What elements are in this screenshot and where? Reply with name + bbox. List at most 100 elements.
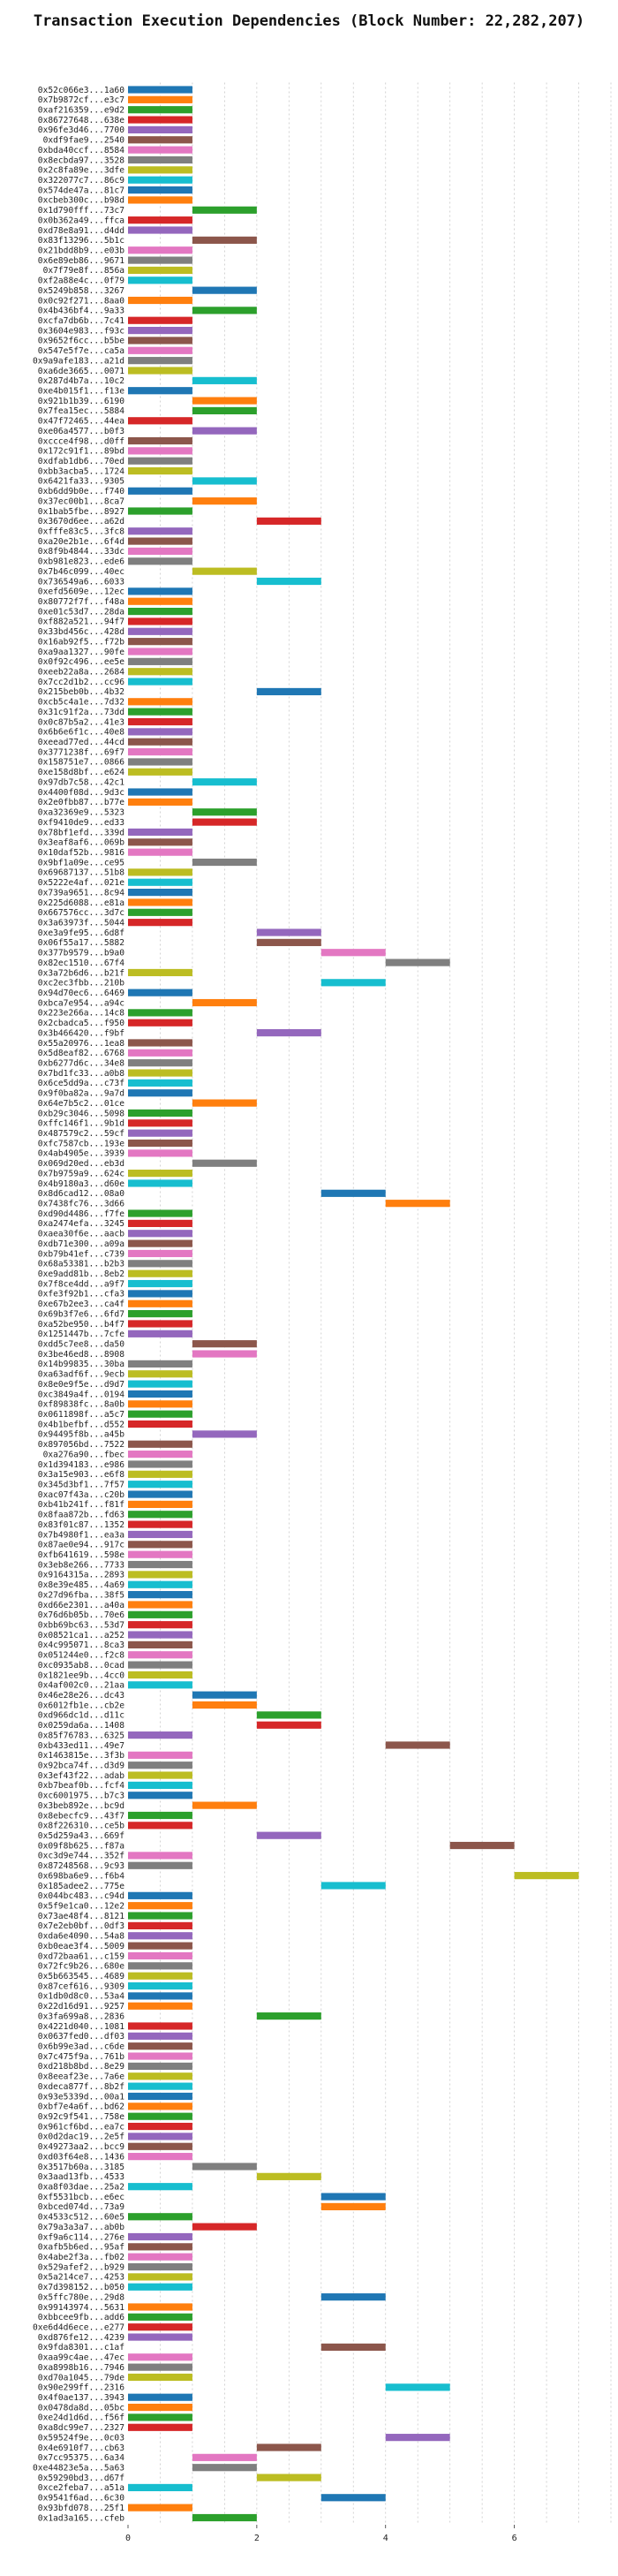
transaction-bar xyxy=(128,607,192,616)
transaction-label: 0x9bf1a09e...ce95 xyxy=(38,858,124,868)
transaction-label: 0x547e5f7e...ca5a xyxy=(38,346,124,356)
transaction-bar xyxy=(128,1861,192,1869)
transaction-bar xyxy=(256,2012,321,2020)
transaction-bar xyxy=(256,1711,321,1719)
transaction-bar xyxy=(320,949,386,957)
transaction-bar xyxy=(128,1792,192,1799)
transaction-bar xyxy=(256,2443,321,2451)
transaction-bar xyxy=(128,507,192,515)
transaction-label: 0x4b436bf4...9a33 xyxy=(38,307,124,316)
transaction-bar xyxy=(128,2032,192,2040)
transaction-label: 0xf2a88e4c...0f79 xyxy=(38,277,124,286)
transaction-label: 0x9fda8301...c1af xyxy=(38,2343,124,2352)
transaction-label: 0x9164315a...2893 xyxy=(38,1571,124,1580)
transaction-label: 0x31c91f2a...73dd xyxy=(38,708,124,717)
transaction-bar xyxy=(192,376,257,384)
transaction-bar xyxy=(128,1481,192,1489)
transaction-label: 0xdd5c7ee8...da50 xyxy=(38,1339,124,1349)
y-tick-labels: 0x52c066e3...1a600x7b9872cf...e3c70xaf21… xyxy=(33,86,124,2524)
transaction-bar xyxy=(192,397,257,405)
transaction-label: 0x59524f9e...0c03 xyxy=(38,2433,124,2443)
transaction-label: 0x3604e983...f93c xyxy=(38,326,124,336)
transaction-bar xyxy=(128,1571,192,1579)
transaction-label: 0x1db0d8c0...53a4 xyxy=(38,1992,124,2002)
transaction-label: 0x06f55a17...5882 xyxy=(38,938,124,948)
transaction-bar xyxy=(128,597,192,605)
transaction-bar xyxy=(128,367,192,375)
transaction-bar xyxy=(128,186,192,194)
transaction-label: 0xa8f03dae...25a2 xyxy=(38,2183,124,2193)
transaction-bar xyxy=(128,537,192,545)
transaction-bar xyxy=(128,1681,192,1689)
transaction-bar xyxy=(128,216,192,224)
transaction-label: 0x14b99835...30ba xyxy=(38,1360,124,1369)
transaction-label: 0xd03f64e8...1436 xyxy=(38,2152,124,2162)
transaction-bar xyxy=(128,1079,192,1087)
transaction-bar xyxy=(128,447,192,455)
transaction-bar xyxy=(256,687,321,696)
transaction-label: 0xa276a90...fbec xyxy=(43,1450,124,1459)
transaction-bar xyxy=(128,1009,192,1017)
transaction-bar xyxy=(128,2042,192,2050)
transaction-label: 0x10daf52b...9816 xyxy=(38,848,124,858)
transaction-bar xyxy=(128,1039,192,1047)
transaction-bar xyxy=(128,326,192,335)
transaction-bar xyxy=(128,828,192,837)
transaction-label: 0xa8dc99e7...2327 xyxy=(38,2423,124,2433)
transaction-label: 0x3517b60a...3185 xyxy=(38,2163,124,2172)
transaction-bar xyxy=(128,2002,192,2010)
transaction-label: 0x6012fb1e...cb2e xyxy=(38,1701,124,1710)
transaction-bar xyxy=(128,1520,192,1528)
transaction-bar xyxy=(128,2363,192,2371)
transaction-bar xyxy=(128,1671,192,1679)
transaction-label: 0x83f01c87...1352 xyxy=(38,1520,124,1530)
transaction-bar xyxy=(192,2453,257,2461)
transaction-label: 0xb79b41ef...c739 xyxy=(38,1249,124,1259)
transaction-label: 0xe67b2ee3...ca4f xyxy=(38,1299,124,1309)
transaction-label: 0x6ce5dd9a...c73f xyxy=(38,1079,124,1088)
transaction-label: 0x93bfd078...25f1 xyxy=(38,2504,124,2513)
transaction-bar xyxy=(128,1771,192,1779)
transaction-bar xyxy=(256,1029,321,1037)
transaction-label: 0x6421fa33...9305 xyxy=(38,477,124,487)
transaction-label: 0x3771238f...69f7 xyxy=(38,747,124,757)
transaction-bar xyxy=(128,1981,192,1990)
transaction-label: 0x87248568...9c93 xyxy=(38,1861,124,1871)
transaction-label: 0x1d394183...e986 xyxy=(38,1460,124,1470)
transaction-label: 0x49273aa2...bcc9 xyxy=(38,2142,124,2152)
transaction-bar xyxy=(192,1099,257,1107)
x-tick-label: 2 xyxy=(254,2534,260,2543)
transaction-bar xyxy=(128,2052,192,2060)
transaction-bar xyxy=(192,1691,257,1699)
transaction-bar xyxy=(192,1340,257,1348)
transaction-bar xyxy=(128,989,192,996)
transaction-label: 0x172c91f1...89bd xyxy=(38,447,124,457)
transaction-bar xyxy=(128,1541,192,1549)
transaction-label: 0x3ef43f22...adab xyxy=(38,1771,124,1781)
transaction-bar xyxy=(128,1921,192,1929)
transaction-label: 0x0c92f271...8aa0 xyxy=(38,296,124,306)
transaction-bar xyxy=(192,2513,257,2522)
transaction-label: 0x27d96fba...38f5 xyxy=(38,1590,124,1600)
transaction-bar xyxy=(192,206,257,214)
transaction-label: 0x7438fc76...3d66 xyxy=(38,1199,124,1208)
transaction-bar xyxy=(128,1299,192,1307)
transaction-label: 0xe3a9fe95...6d8f xyxy=(38,928,124,938)
transaction-label: 0xeead77ed...44cd xyxy=(38,738,124,747)
transaction-label: 0x92c9f541...758e xyxy=(38,2112,124,2122)
transaction-bar xyxy=(128,1811,192,1820)
transaction-bar xyxy=(128,1852,192,1860)
transaction-label: 0x92bca74f...d3d9 xyxy=(38,1761,124,1770)
transaction-bar xyxy=(128,2022,192,2030)
transaction-bar xyxy=(128,2232,192,2241)
transaction-label: 0xcbeb300c...b98d xyxy=(38,196,124,206)
transaction-label: 0x322077c7...86c9 xyxy=(38,176,124,186)
transaction-bar xyxy=(192,307,257,314)
transaction-bar xyxy=(128,838,192,846)
transaction-bar xyxy=(128,226,192,234)
transaction-label: 0x3eb8e266...7733 xyxy=(38,1560,124,1570)
transaction-bar xyxy=(192,1350,257,1358)
transaction-bar xyxy=(128,2153,192,2161)
transaction-label: 0x6b6e6f1c...40e8 xyxy=(38,728,124,738)
